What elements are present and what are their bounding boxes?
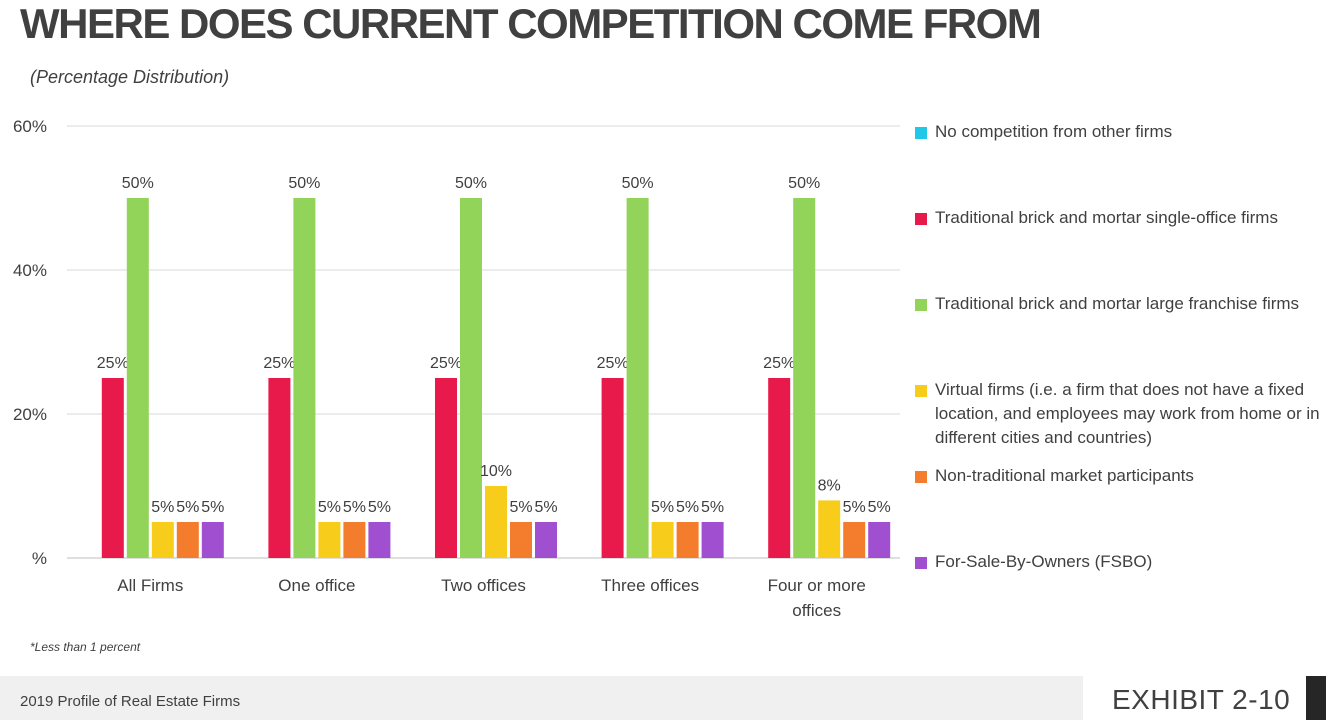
x-tick-label: offices xyxy=(792,601,841,620)
legend-swatch xyxy=(915,299,927,311)
data-label: 10% xyxy=(480,463,512,480)
footnote: *Less than 1 percent xyxy=(30,640,141,654)
bar xyxy=(460,198,482,558)
bar xyxy=(126,198,149,558)
data-label: 5% xyxy=(534,499,557,516)
bar xyxy=(293,198,316,558)
bar xyxy=(176,522,199,558)
data-label: 50% xyxy=(622,175,654,192)
legend-label: For-Sale-By-Owners (FSBO) xyxy=(935,552,1153,571)
legend-label: Virtual firms (i.e. a firm that does not… xyxy=(935,380,1320,447)
data-label: 50% xyxy=(788,175,820,192)
data-label: 5% xyxy=(843,499,866,516)
x-tick-label: Three offices xyxy=(601,576,699,595)
legend-item: Non-traditional market participants xyxy=(915,464,1325,488)
legend-swatch xyxy=(915,471,927,483)
legend-label: Traditional brick and mortar single-offi… xyxy=(935,208,1278,227)
data-label: 5% xyxy=(318,499,341,516)
footer-source: 2019 Profile of Real Estate Firms xyxy=(20,693,241,710)
bar xyxy=(626,198,649,558)
chart-subtitle: (Percentage Distribution) xyxy=(30,67,230,87)
legend-item: For-Sale-By-Owners (FSBO) xyxy=(915,550,1325,574)
data-label: 25% xyxy=(597,355,629,372)
bar xyxy=(768,378,791,558)
data-label: 5% xyxy=(676,499,699,516)
bar xyxy=(676,522,699,558)
legend-swatch xyxy=(915,385,927,397)
x-tick-label: One office xyxy=(278,576,355,595)
bar xyxy=(201,522,224,558)
bar xyxy=(343,522,366,558)
bar xyxy=(151,522,174,558)
data-label: 50% xyxy=(122,175,154,192)
bar xyxy=(510,522,532,558)
bar xyxy=(101,378,124,558)
data-label: 8% xyxy=(818,477,841,494)
data-label: 5% xyxy=(201,499,224,516)
data-label: 25% xyxy=(263,355,295,372)
legend-label: Traditional brick and mortar large franc… xyxy=(935,294,1300,313)
legend-label: Non-traditional market participants xyxy=(935,466,1194,485)
data-label: 5% xyxy=(368,499,391,516)
data-label: 5% xyxy=(176,499,199,516)
data-label: 50% xyxy=(288,175,320,192)
data-label: 25% xyxy=(430,355,462,372)
legend-label: No competition from other firms xyxy=(935,122,1173,141)
bar xyxy=(651,522,674,558)
x-tick-label: Two offices xyxy=(441,576,526,595)
exhibit-label: EXHIBIT 2-10 xyxy=(1112,684,1291,715)
data-label: 5% xyxy=(868,499,891,516)
bar xyxy=(868,522,891,558)
bar xyxy=(485,486,507,558)
bar xyxy=(601,378,624,558)
data-label: 5% xyxy=(701,499,724,516)
data-label: 5% xyxy=(509,499,532,516)
exhibit-box xyxy=(1083,676,1306,720)
x-tick-label: All Firms xyxy=(117,576,183,595)
page-title: WHERE DOES CURRENT COMPETITION COME FROM xyxy=(20,0,1042,47)
bar xyxy=(318,522,341,558)
legend-swatch xyxy=(915,127,927,139)
data-label: 25% xyxy=(763,355,795,372)
bar xyxy=(843,522,866,558)
data-label: 50% xyxy=(455,175,487,192)
corner-mark xyxy=(1306,676,1326,720)
legend-item: No competition from other firms xyxy=(915,120,1325,144)
data-label: 25% xyxy=(97,355,129,372)
bar xyxy=(818,500,841,558)
bar xyxy=(368,522,391,558)
y-tick-label: 60% xyxy=(13,117,47,136)
legend-item: Traditional brick and mortar single-offi… xyxy=(915,206,1325,230)
data-label: 5% xyxy=(151,499,174,516)
y-tick-label: 40% xyxy=(13,261,47,280)
bar xyxy=(435,378,457,558)
bar xyxy=(268,378,291,558)
legend-swatch xyxy=(915,213,927,225)
bar xyxy=(793,198,816,558)
x-tick-label: Four or more xyxy=(768,576,866,595)
data-label: 5% xyxy=(651,499,674,516)
y-tick-label: % xyxy=(32,549,47,568)
legend-item: Traditional brick and mortar large franc… xyxy=(915,292,1325,316)
y-tick-label: 20% xyxy=(13,405,47,424)
bar xyxy=(701,522,724,558)
legend-swatch xyxy=(915,557,927,569)
data-label: 5% xyxy=(343,499,366,516)
legend-item: Virtual firms (i.e. a firm that does not… xyxy=(915,378,1325,450)
bar xyxy=(535,522,557,558)
